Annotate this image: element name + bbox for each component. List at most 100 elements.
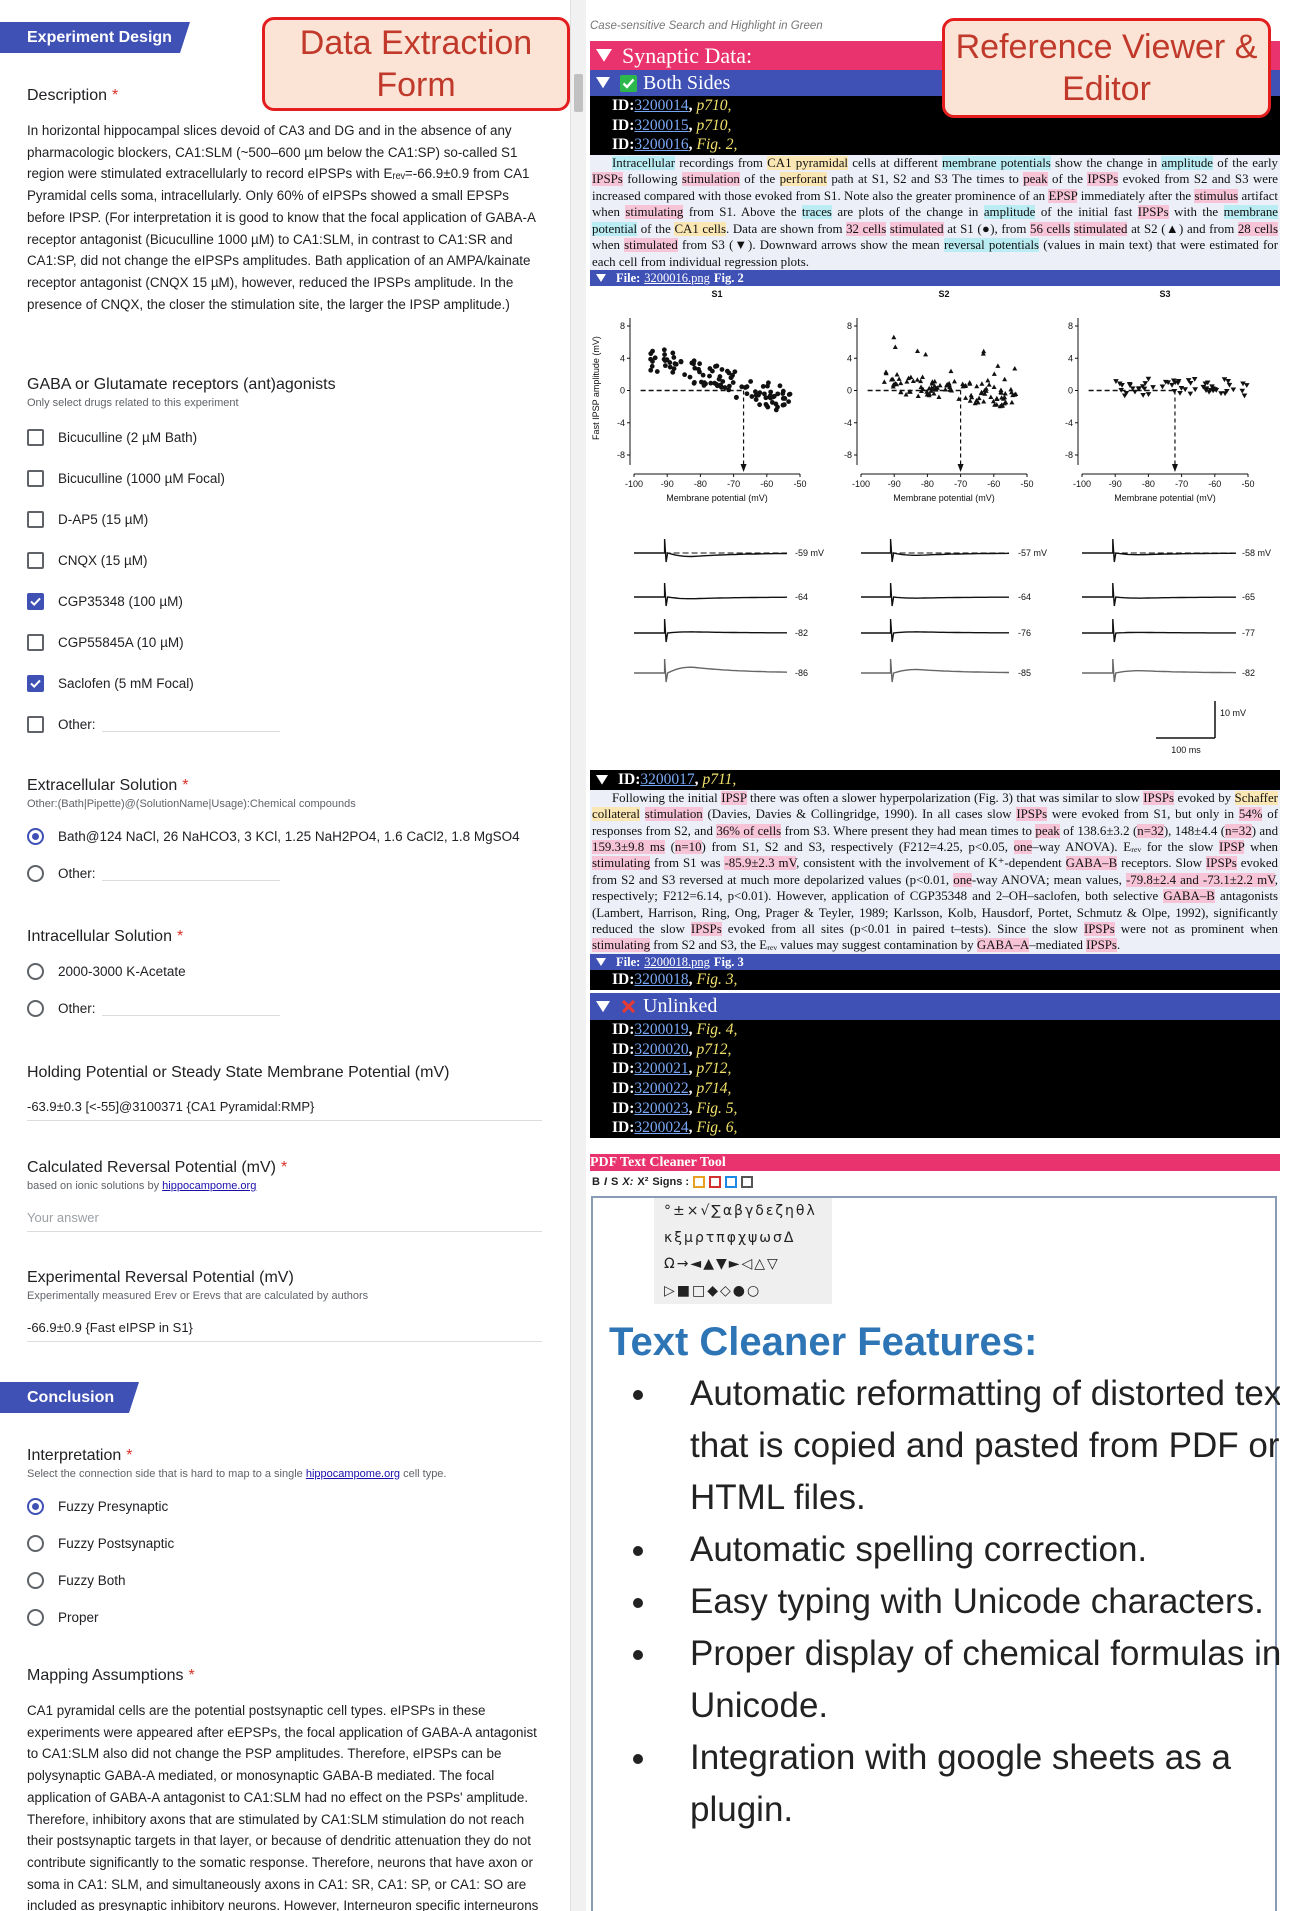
radio[interactable] xyxy=(27,1535,44,1552)
figure-dot xyxy=(662,358,668,363)
option[interactable]: Bicuculline (2 µM Bath) xyxy=(27,417,542,458)
trace-label: -64 xyxy=(1018,592,1031,602)
hint-link[interactable]: hippocampome.org xyxy=(162,1180,257,1192)
reference-id[interactable]: 3200023 xyxy=(634,1099,689,1117)
toolbar-button[interactable]: I xyxy=(603,1176,608,1188)
highlighted-term: GABA–B xyxy=(1065,856,1118,871)
y-tick-label: 4 xyxy=(1068,353,1073,363)
symbol-row[interactable]: ▷■□◆◇●○ xyxy=(664,1282,762,1299)
toolbar-icon[interactable] xyxy=(693,1176,706,1188)
radio[interactable] xyxy=(27,865,44,882)
option-label: Bicuculline (1000 µM Focal) xyxy=(58,471,225,486)
checkbox[interactable] xyxy=(27,552,44,569)
radio[interactable] xyxy=(27,963,44,980)
figure-dot xyxy=(934,385,940,390)
hint-link[interactable]: hippocampome.org xyxy=(305,1468,401,1480)
x-tick-label: -90 xyxy=(888,479,901,489)
figure-dot xyxy=(1001,396,1007,401)
other-input[interactable] xyxy=(101,866,280,881)
checkbox[interactable] xyxy=(27,511,44,528)
figure-dot xyxy=(692,379,697,385)
symbol-row[interactable]: κξμρτπφχψωσΔ xyxy=(664,1229,796,1246)
toolbar-button[interactable]: S xyxy=(611,1176,619,1188)
reference-id[interactable]: 3200024 xyxy=(634,1119,689,1137)
figure-dot xyxy=(1117,381,1123,387)
option[interactable]: Other: xyxy=(27,855,542,892)
checkbox[interactable] xyxy=(27,634,44,651)
triangle xyxy=(596,958,606,966)
reference-id[interactable]: 3200018 xyxy=(634,971,689,989)
file-link[interactable]: 3200018.png xyxy=(644,954,710,969)
figure-dot xyxy=(995,363,1001,368)
option[interactable]: CGP55845A (10 µM) xyxy=(27,622,542,663)
toolbar-button[interactable]: X² xyxy=(637,1176,649,1188)
other-input[interactable] xyxy=(101,717,280,732)
option[interactable]: Fuzzy Both xyxy=(27,1562,542,1599)
reference-id[interactable]: 3200022 xyxy=(634,1080,689,1097)
symbol-row[interactable]: Ω→◄▲▼►◁△▽ xyxy=(664,1256,780,1272)
symbol-row[interactable]: °±×√∑αβγδεζηθλ xyxy=(664,1203,817,1219)
figure-dot xyxy=(1204,380,1211,386)
options: Bicuculline (2 µM Bath) Bicuculline (1000… xyxy=(27,417,542,745)
figure-dot xyxy=(682,372,688,378)
scrollbar[interactable] xyxy=(570,0,586,1911)
toolbar-icon[interactable] xyxy=(709,1176,722,1188)
id-label: ID: xyxy=(612,1099,635,1117)
required-mark: * xyxy=(112,87,119,104)
option[interactable]: CGP35348 (100 µM) xyxy=(27,581,542,622)
figure-dot xyxy=(936,394,942,400)
option[interactable]: Saclofen (5 mM Focal) xyxy=(27,663,542,704)
toolbar-icon[interactable] xyxy=(741,1176,754,1188)
option[interactable]: Proper xyxy=(27,1599,542,1636)
option[interactable]: Bath@124 NaCl, 26 NaHCO3, 3 KCl, 1.25 Na… xyxy=(27,818,542,855)
feature-item: Automatic reformatting of distorted text… xyxy=(660,1368,1280,1524)
option[interactable]: Other: xyxy=(27,990,542,1027)
scroll-thumb[interactable] xyxy=(574,74,583,112)
id-label: ID: xyxy=(612,97,635,114)
radio[interactable] xyxy=(27,828,44,845)
highlighted-term: Intracellular xyxy=(612,156,675,171)
reference-id[interactable]: 3200017 xyxy=(640,771,695,788)
radio[interactable] xyxy=(27,1609,44,1626)
text-run: antagonists (Lambert, Harrison, Ring, On… xyxy=(592,889,1278,936)
answer-text[interactable]: CA1 pyramidal cells are the potential po… xyxy=(27,1703,539,1911)
file-link[interactable]: 3200016.png xyxy=(644,270,710,285)
toolbar-button[interactable]: Signs : xyxy=(652,1176,690,1188)
checkbox[interactable] xyxy=(27,593,44,610)
reference-id[interactable]: 3200019 xyxy=(634,1020,689,1038)
reference-id[interactable]: 3200015 xyxy=(634,116,689,134)
option[interactable]: Other: xyxy=(27,704,542,745)
id-row: ID: 3200017, p711, xyxy=(590,770,1280,790)
checkbox[interactable] xyxy=(27,429,44,446)
reference-id[interactable]: 3200014 xyxy=(634,97,689,114)
other-input[interactable] xyxy=(101,1001,280,1016)
reference-id[interactable]: 3200020 xyxy=(634,1040,689,1058)
answer[interactable]: -63.9±0.3 [<-55]@3100371 {CA1 Pyramidal:… xyxy=(27,1097,542,1121)
radio[interactable] xyxy=(27,1000,44,1017)
option[interactable]: Fuzzy Presynaptic xyxy=(27,1488,542,1525)
toolbar-button[interactable]: X: xyxy=(622,1176,634,1188)
toolbar-icon[interactable] xyxy=(725,1176,738,1188)
answer-text[interactable]: In horizontal hippocampal slices devoid … xyxy=(27,123,536,312)
answer-placeholder[interactable]: Your answer xyxy=(27,1208,542,1232)
option[interactable]: Bicuculline (1000 µM Focal) xyxy=(27,458,542,499)
checkbox[interactable] xyxy=(27,675,44,692)
toolbar-button[interactable]: B xyxy=(592,1176,600,1188)
checkbox[interactable] xyxy=(27,716,44,733)
option[interactable]: D-AP5 (15 µM) xyxy=(27,499,542,540)
group-bar[interactable]: Unlinked xyxy=(590,992,1280,1020)
option[interactable]: Fuzzy Postsynaptic xyxy=(27,1525,542,1562)
figure-dot xyxy=(1209,384,1215,390)
text-run: show the change in xyxy=(1050,156,1162,171)
answer[interactable]: -66.9±0.9 {Fast eIPSP in S1} xyxy=(27,1318,542,1342)
triangle xyxy=(596,775,608,785)
checkbox[interactable] xyxy=(27,470,44,487)
option[interactable]: 2000-3000 K-Acetate xyxy=(27,953,542,990)
radio[interactable] xyxy=(27,1498,44,1515)
reference-id[interactable]: 3200016 xyxy=(634,136,689,154)
text-run: . Data are shown from xyxy=(726,221,847,236)
reference-id[interactable]: 3200021 xyxy=(634,1060,689,1078)
radio[interactable] xyxy=(27,1572,44,1589)
question: Description * In horizontal hippocampal sl… xyxy=(27,86,542,315)
option[interactable]: CNQX (15 µM) xyxy=(27,540,542,581)
